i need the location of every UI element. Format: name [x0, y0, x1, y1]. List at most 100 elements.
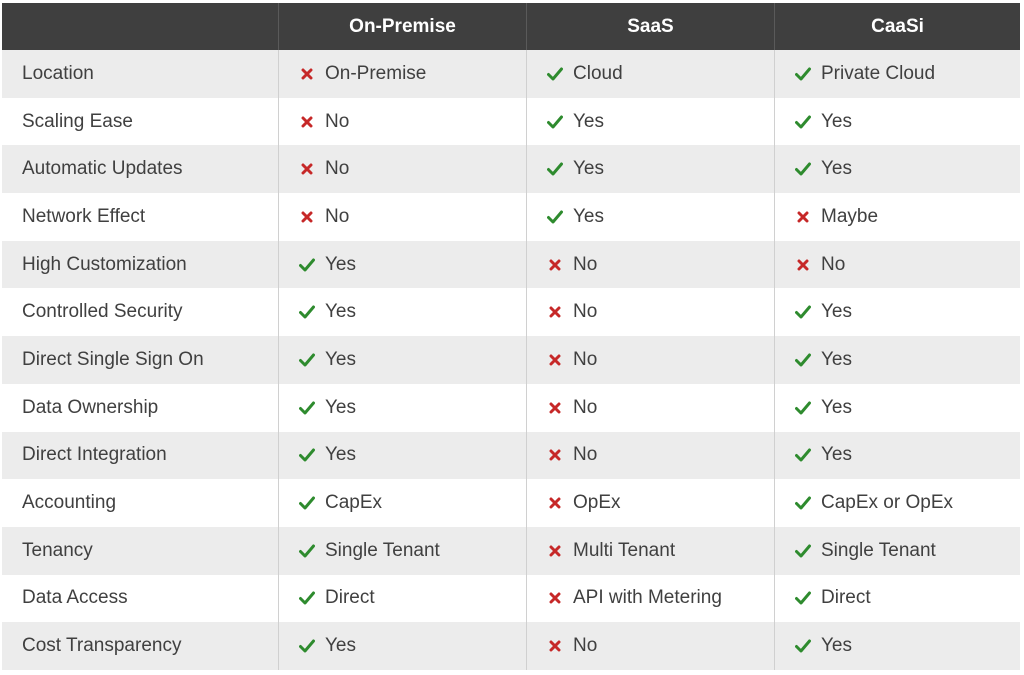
table-row: Data Ownership Yes No Yes — [2, 383, 1020, 432]
comparison-table: On-Premise SaaS CaaSi Location On-Premise… — [2, 3, 1020, 670]
cell-value: Yes — [821, 301, 852, 323]
cross-icon — [547, 257, 563, 273]
table-cell: Multi Tenant — [526, 526, 774, 575]
cell-value: Yes — [325, 348, 356, 370]
check-icon — [299, 447, 315, 463]
table-cell: No — [526, 240, 774, 289]
check-icon — [795, 400, 811, 416]
check-icon — [299, 543, 315, 559]
check-icon — [547, 114, 563, 130]
row-label: Data Ownership — [22, 396, 159, 418]
cell-value: Yes — [821, 348, 852, 370]
cell-value: Direct — [325, 587, 375, 609]
cell-value: No — [573, 396, 598, 418]
table-row: Scaling Ease No Yes Yes — [2, 97, 1020, 146]
table-cell: Single Tenant — [774, 526, 1020, 575]
check-icon — [795, 495, 811, 511]
row-label: High Customization — [22, 253, 187, 275]
check-icon — [795, 543, 811, 559]
cell-value: No — [573, 253, 598, 275]
table-cell: Private Cloud — [774, 50, 1020, 98]
cell-value: No — [573, 635, 598, 657]
cell-value: Yes — [821, 158, 852, 180]
table-cell: No — [526, 383, 774, 432]
cell-value: CapEx or OpEx — [821, 492, 953, 514]
table-cell: Yes — [774, 97, 1020, 146]
table-cell: On-Premise — [278, 50, 526, 98]
check-icon — [547, 209, 563, 225]
cell-value: API with Metering — [573, 587, 722, 609]
check-icon — [299, 352, 315, 368]
cross-icon — [795, 209, 811, 225]
cell-value: On-Premise — [325, 62, 427, 84]
table-cell: No — [526, 622, 774, 670]
table-cell: No — [278, 97, 526, 146]
cell-value: Yes — [573, 158, 604, 180]
cross-icon — [547, 638, 563, 654]
cell-value: Yes — [573, 205, 604, 227]
check-icon — [299, 495, 315, 511]
row-label: Controlled Security — [22, 301, 183, 323]
table-cell: Yes — [774, 288, 1020, 337]
cell-value: Maybe — [821, 205, 879, 227]
check-icon — [299, 304, 315, 320]
cross-icon — [547, 352, 563, 368]
table-cell: Maybe — [774, 193, 1020, 241]
cell-value: No — [573, 444, 598, 466]
table-row: Tenancy Single Tenant Multi Tenant Single T… — [2, 526, 1020, 575]
row-label: Scaling Ease — [22, 110, 133, 132]
row-label: Data Access — [22, 587, 128, 609]
row-label: Cost Transparency — [22, 635, 182, 657]
cross-icon — [547, 400, 563, 416]
table-cell: Yes — [774, 622, 1020, 670]
check-icon — [547, 66, 563, 82]
check-icon — [795, 66, 811, 82]
check-icon — [795, 304, 811, 320]
cell-value: Direct — [821, 587, 871, 609]
cross-icon — [547, 543, 563, 559]
table-cell: Yes — [774, 145, 1020, 194]
check-icon — [299, 257, 315, 273]
table-cell: No — [526, 336, 774, 384]
cell-value: OpEx — [573, 492, 621, 514]
row-label: Tenancy — [22, 539, 93, 561]
table-row: Location On-Premise Cloud Private Cloud — [2, 50, 1020, 98]
check-icon — [795, 114, 811, 130]
table-cell: Yes — [526, 193, 774, 241]
header-cell-caasi: CaaSi — [774, 3, 1020, 50]
table-cell: CapEx or OpEx — [774, 479, 1020, 527]
table-cell: No — [526, 288, 774, 337]
table-cell: Direct — [774, 574, 1020, 623]
table-cell: Yes — [774, 431, 1020, 480]
table-row: Cost Transparency Yes No Yes — [2, 622, 1020, 670]
cell-value: No — [573, 348, 598, 370]
table-row: Data Access Direct API with Metering Direct — [2, 574, 1020, 623]
table-row: Accounting CapEx OpEx CapEx or OpEx — [2, 479, 1020, 527]
table-cell: OpEx — [526, 479, 774, 527]
table-cell: Yes — [278, 288, 526, 337]
check-icon — [299, 400, 315, 416]
cell-value: Yes — [573, 110, 604, 132]
check-icon — [299, 590, 315, 606]
table-cell: Direct — [278, 574, 526, 623]
check-icon — [795, 590, 811, 606]
check-icon — [299, 638, 315, 654]
header-cell-saas: SaaS — [526, 3, 774, 50]
table-cell: Cloud — [526, 50, 774, 98]
cell-value: Single Tenant — [821, 539, 936, 561]
table-cell: Yes — [278, 622, 526, 670]
check-icon — [795, 161, 811, 177]
table-body: Location On-Premise Cloud Private Cloud Scal… — [2, 50, 1020, 670]
cell-value: Yes — [325, 635, 356, 657]
table-cell: Yes — [278, 383, 526, 432]
table-row: Network Effect No Yes Maybe — [2, 193, 1020, 241]
cross-icon — [299, 114, 315, 130]
cross-icon — [547, 304, 563, 320]
cell-value: Multi Tenant — [573, 539, 676, 561]
cross-icon — [299, 66, 315, 82]
cross-icon — [299, 161, 315, 177]
cell-value: Yes — [821, 635, 852, 657]
table-row: Controlled Security Yes No Yes — [2, 288, 1020, 337]
table-cell: Yes — [526, 145, 774, 194]
cell-value: Yes — [325, 396, 356, 418]
